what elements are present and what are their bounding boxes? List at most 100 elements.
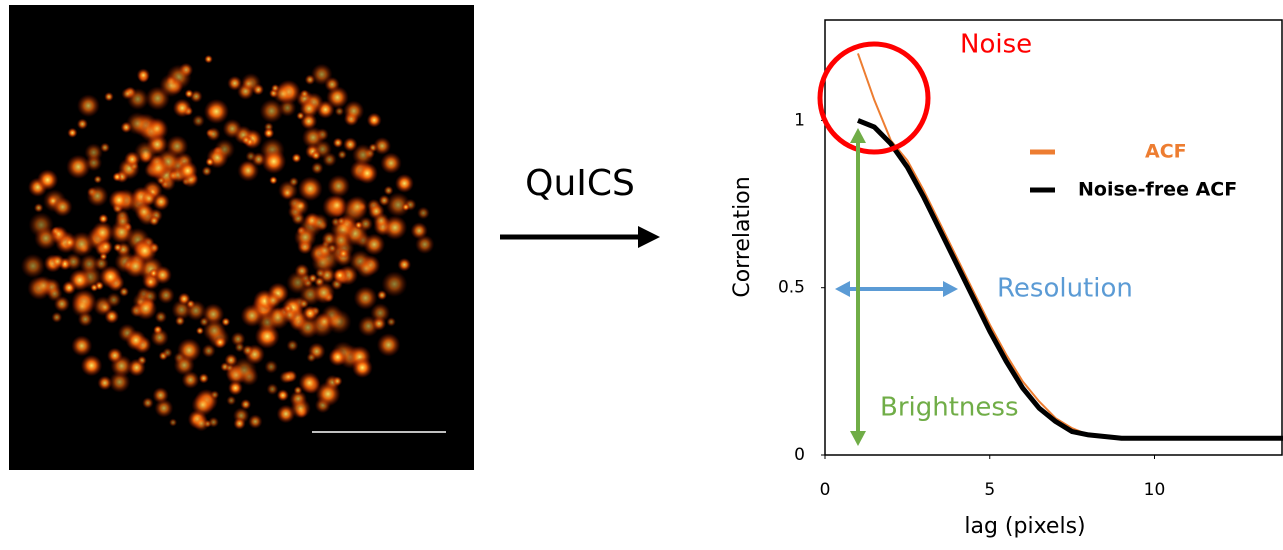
texture-blob <box>398 258 412 272</box>
texture-blob <box>224 353 237 366</box>
texture-blob <box>205 157 214 166</box>
texture-blob <box>84 143 103 162</box>
texture-blob <box>202 344 216 358</box>
texture-blob <box>261 149 286 174</box>
texture-blob <box>78 311 93 326</box>
texture-blob <box>273 84 293 104</box>
texture-blob <box>227 76 242 91</box>
texture-blob <box>356 259 375 278</box>
texture-blob <box>137 68 150 81</box>
texture-blob <box>214 139 235 160</box>
texture-blob <box>51 312 62 323</box>
figure: QuICS 00.510510lag (pixels)CorrelationAC… <box>0 0 1283 550</box>
texture-blob <box>126 112 149 135</box>
texture-blob <box>402 203 410 211</box>
texture-blob <box>367 113 382 128</box>
texture-blob <box>34 203 44 213</box>
texture-blob <box>226 396 236 406</box>
texture-blob <box>144 276 157 289</box>
texture-blob <box>77 94 100 117</box>
texture-blob <box>313 282 335 304</box>
texture-blob <box>104 92 114 102</box>
flow-label: QuICS <box>525 163 635 204</box>
texture-blob <box>417 207 430 220</box>
texture-blob <box>327 309 352 334</box>
texture-blob <box>335 107 345 117</box>
texture-blob <box>192 115 205 128</box>
texture-blob <box>292 153 302 163</box>
texture-blob <box>214 336 227 349</box>
texture-blob <box>286 271 309 294</box>
brightness-head <box>850 128 866 143</box>
texture-blob <box>297 316 319 338</box>
y-axis-title: Correlation <box>730 176 755 297</box>
texture-blob <box>174 355 195 376</box>
texture-blob <box>196 327 204 335</box>
texture-blob <box>373 212 389 228</box>
texture-blob <box>223 119 243 139</box>
texture-blob <box>337 217 346 226</box>
texture-blob <box>377 290 387 300</box>
line-series <box>858 53 1283 438</box>
texture-blob <box>286 340 298 352</box>
noise-label: Noise <box>960 30 1032 60</box>
texture-blob <box>147 119 166 138</box>
texture-blob <box>169 418 177 426</box>
texture-blob <box>191 394 214 417</box>
y-tick-label: 0.5 <box>778 278 805 298</box>
texture-blob <box>384 186 394 196</box>
texture-blob <box>142 397 153 408</box>
texture-blob <box>380 152 401 173</box>
brightness-head <box>850 431 866 446</box>
texture-blob <box>300 113 317 130</box>
texture-blob <box>316 242 333 259</box>
texture-blob <box>151 328 169 346</box>
resolution-label: Resolution <box>997 274 1133 304</box>
texture-blob <box>94 175 102 183</box>
texture-blob <box>206 127 220 141</box>
texture-blob <box>148 157 170 179</box>
texture-blob <box>277 389 289 401</box>
texture-blob <box>99 265 122 288</box>
texture-blob <box>114 213 131 230</box>
texture-blob <box>71 335 92 356</box>
texture-blob <box>264 360 278 374</box>
texture-blob <box>331 230 352 251</box>
texture-blob <box>266 306 290 330</box>
texture-blob <box>63 236 76 249</box>
texture-blob <box>377 333 401 357</box>
texture-blob <box>337 150 347 160</box>
texture-blob <box>313 140 332 159</box>
texture-blob <box>343 101 364 122</box>
texture-blob <box>311 162 323 174</box>
texture-blob <box>204 99 229 124</box>
y-tick-label: 0 <box>794 445 805 465</box>
texture-blob <box>370 303 390 323</box>
texture-blob <box>186 300 206 320</box>
texture-blob <box>127 88 149 110</box>
texture-blob <box>265 292 282 309</box>
texture-blob <box>290 398 311 419</box>
texture-blob <box>90 283 98 291</box>
texture-blob <box>178 161 198 181</box>
texture-blob <box>178 293 191 306</box>
texture-blob <box>50 254 64 268</box>
texture-blob <box>305 74 316 85</box>
texture-blob <box>233 417 245 429</box>
texture-blob <box>269 176 278 185</box>
texture-blob <box>294 226 317 249</box>
texture-blob <box>289 177 299 187</box>
texture-blob <box>281 186 294 199</box>
texture-blob <box>373 137 391 155</box>
texture-blob <box>228 381 243 396</box>
texture-blob <box>185 89 194 98</box>
texture-blob <box>87 185 109 207</box>
texture-blob <box>134 297 157 320</box>
texture-blob <box>34 276 54 296</box>
texture-blob <box>328 348 347 367</box>
texture-blob <box>241 304 264 327</box>
texture-blob <box>106 292 121 307</box>
texture-blob <box>234 342 244 352</box>
plot-frame <box>825 20 1282 455</box>
texture-blob <box>193 416 209 432</box>
